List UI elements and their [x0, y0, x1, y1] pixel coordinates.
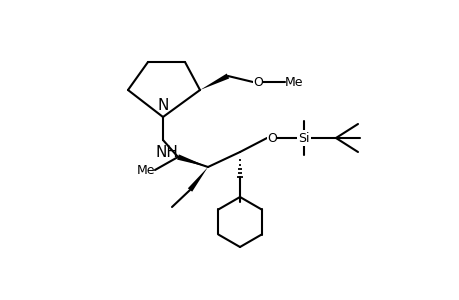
Text: NH: NH: [155, 145, 178, 160]
Text: Me: Me: [284, 76, 302, 88]
Text: Si: Si: [297, 131, 309, 145]
Polygon shape: [200, 74, 229, 90]
Text: O: O: [267, 131, 276, 145]
Text: O: O: [252, 76, 263, 88]
Polygon shape: [187, 167, 207, 192]
Polygon shape: [177, 154, 207, 167]
Text: N: N: [157, 98, 168, 113]
Text: Me: Me: [136, 164, 155, 176]
